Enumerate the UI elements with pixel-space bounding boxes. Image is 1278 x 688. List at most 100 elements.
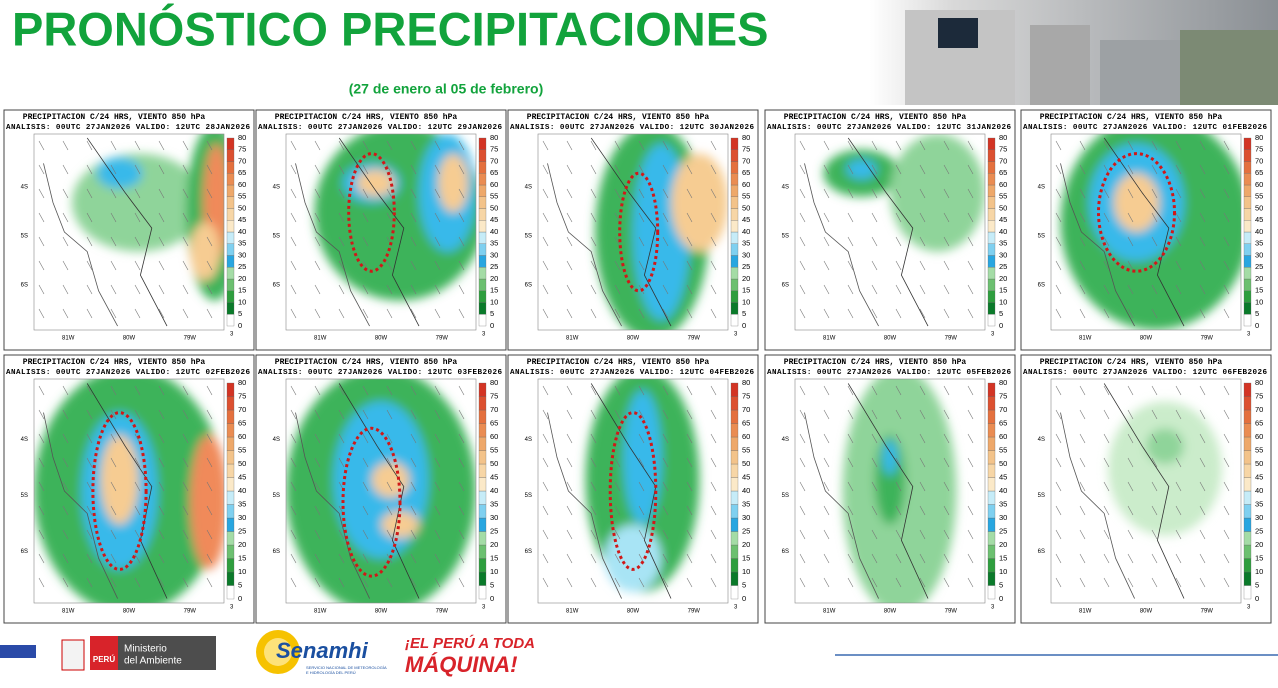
wind-arrow bbox=[1199, 433, 1206, 444]
wind-arrow bbox=[290, 457, 297, 468]
wind-arrow bbox=[158, 577, 165, 588]
colorbar-segment bbox=[226, 423, 235, 438]
wind-arrow bbox=[847, 457, 854, 468]
rain-area bbox=[1108, 401, 1222, 536]
wind-arrow bbox=[847, 260, 854, 271]
colorbar-label: 60 bbox=[999, 180, 1007, 189]
wind-arrow bbox=[1151, 577, 1158, 588]
wind-arrow bbox=[434, 553, 441, 564]
colorbar-label: 25 bbox=[490, 526, 498, 535]
map-panel: PRECIPITACION C/24 HRS, VIENTO 850 hPa AN… bbox=[1020, 354, 1272, 624]
wind-arrow bbox=[799, 212, 806, 223]
rain-area bbox=[1146, 428, 1184, 465]
lat-label: 6S bbox=[273, 549, 280, 555]
colorbar-segment bbox=[478, 278, 487, 291]
wind-arrow bbox=[386, 457, 393, 468]
wind-arrow bbox=[799, 284, 806, 295]
wind-arrow bbox=[1079, 140, 1086, 151]
lon-label: 81W bbox=[566, 609, 579, 615]
rain-field bbox=[34, 379, 224, 603]
wind-arrow bbox=[847, 308, 854, 319]
wind-arrow bbox=[290, 284, 297, 295]
wind-arrow bbox=[86, 529, 93, 540]
colorbar-label: 45 bbox=[1255, 472, 1263, 481]
colorbar-label: 10 bbox=[742, 567, 750, 576]
wind-arrow bbox=[1127, 188, 1134, 199]
wind-arrow bbox=[799, 236, 806, 247]
wind-arrow bbox=[799, 385, 806, 396]
wind-arrow bbox=[1175, 164, 1182, 175]
wind-arrow bbox=[434, 212, 441, 223]
wind-arrow bbox=[158, 529, 165, 540]
wind-arrow bbox=[38, 260, 45, 271]
wind-arrow bbox=[1175, 529, 1182, 540]
colorbar-segment bbox=[226, 243, 235, 256]
wind-arrow bbox=[823, 457, 830, 468]
wind-arrow bbox=[134, 260, 141, 271]
wind-arrow bbox=[182, 308, 189, 319]
wind-arrow bbox=[206, 284, 213, 295]
colorbar-segment bbox=[730, 490, 739, 505]
colorbar-label: 70 bbox=[742, 405, 750, 414]
wind-arrow bbox=[110, 409, 117, 420]
wind-arrow bbox=[110, 260, 117, 271]
wind-arrow bbox=[686, 529, 693, 540]
colorbar-label: 45 bbox=[742, 472, 750, 481]
colorbar-label: 65 bbox=[999, 168, 1007, 177]
colorbar-segment bbox=[1243, 504, 1252, 519]
wind-arrow bbox=[662, 409, 669, 420]
wind-arrow bbox=[434, 481, 441, 492]
wind-arrow bbox=[182, 529, 189, 540]
wind-arrow bbox=[1103, 284, 1110, 295]
rain-area bbox=[604, 524, 662, 592]
wind-arrow bbox=[1103, 481, 1110, 492]
peru-label: PERÚ bbox=[93, 655, 115, 664]
colorbar-label: 45 bbox=[1255, 215, 1263, 224]
wind-arrow bbox=[799, 553, 806, 564]
wind-arrow bbox=[590, 553, 597, 564]
wind-arrow bbox=[1055, 481, 1062, 492]
border bbox=[86, 383, 168, 599]
wind-arrow bbox=[542, 188, 549, 199]
colorbar-label: 50 bbox=[742, 203, 750, 212]
lon-label: 80W bbox=[375, 336, 388, 342]
wind-arrow bbox=[62, 505, 69, 516]
wind-arrow bbox=[895, 529, 902, 540]
wind-arrow bbox=[566, 553, 573, 564]
wind-arrow bbox=[799, 308, 806, 319]
wind-arrow bbox=[614, 577, 621, 588]
wind-arrow bbox=[895, 212, 902, 223]
coastline bbox=[1060, 412, 1135, 599]
colorbar-label: 10 bbox=[999, 567, 1007, 576]
wind-arrow bbox=[86, 188, 93, 199]
coastline bbox=[295, 163, 370, 327]
rain-area bbox=[846, 159, 877, 180]
panel-analysis: ANALISIS: 00UTC 27JAN2026 VALIDO: 12UTC … bbox=[767, 124, 1011, 132]
wind-arrow bbox=[614, 188, 621, 199]
map-panel: PRECIPITACION C/24 HRS, VIENTO 850 hPa AN… bbox=[3, 109, 255, 351]
wind-arrow bbox=[110, 385, 117, 396]
lat-label: 4S bbox=[21, 437, 28, 443]
colorbar-segment bbox=[478, 571, 487, 586]
wind-arrow bbox=[1199, 140, 1206, 151]
colorbar-label: 70 bbox=[999, 405, 1007, 414]
lon-label: 81W bbox=[1079, 609, 1092, 615]
wind-arrow bbox=[314, 140, 321, 151]
colorbar-label: 30 bbox=[490, 250, 498, 259]
lat-label: 6S bbox=[525, 549, 532, 555]
colorbar-label: 5 bbox=[490, 580, 494, 589]
colorbar-segment bbox=[987, 267, 996, 280]
colorbar-segment bbox=[1243, 278, 1252, 291]
colorbar-label: 45 bbox=[742, 215, 750, 224]
wind-arrow bbox=[458, 140, 465, 151]
wind-arrow bbox=[1151, 284, 1158, 295]
colorbar-label: 10 bbox=[490, 567, 498, 576]
wind-arrow bbox=[38, 188, 45, 199]
wind-arrow bbox=[895, 188, 902, 199]
wind-arrow bbox=[1079, 164, 1086, 175]
colorbar-segment bbox=[987, 544, 996, 559]
colorbar-label: 45 bbox=[238, 215, 246, 224]
wind-arrow bbox=[823, 481, 830, 492]
wind-arrow bbox=[206, 457, 213, 468]
